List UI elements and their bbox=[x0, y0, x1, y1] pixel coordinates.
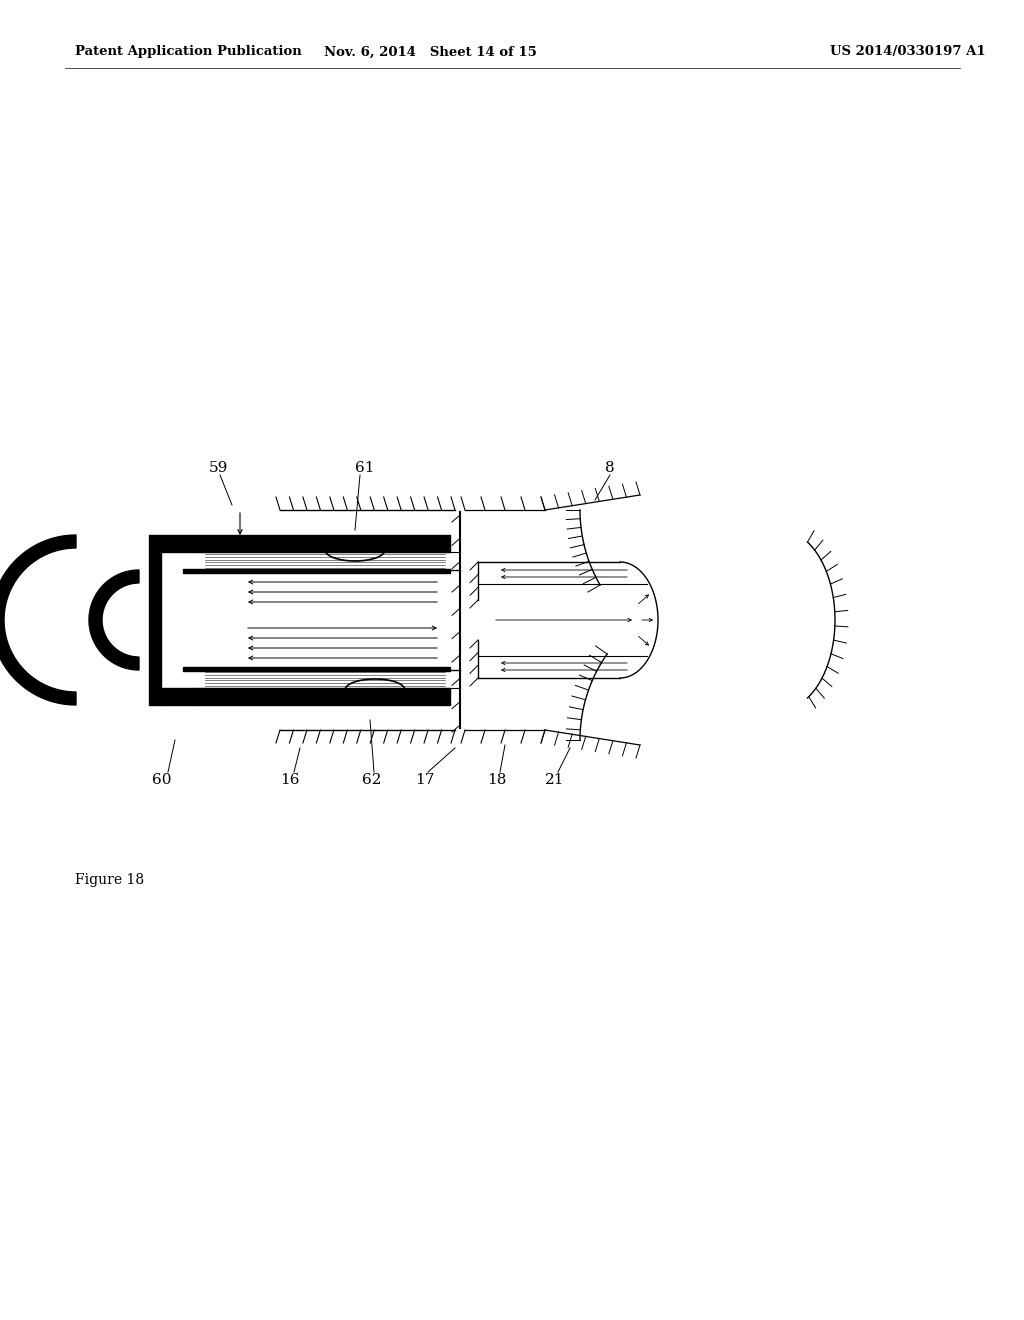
Text: Nov. 6, 2014   Sheet 14 of 15: Nov. 6, 2014 Sheet 14 of 15 bbox=[324, 45, 537, 58]
Text: 61: 61 bbox=[355, 461, 375, 475]
Text: Patent Application Publication: Patent Application Publication bbox=[75, 45, 302, 58]
Text: 18: 18 bbox=[487, 774, 507, 787]
Text: 62: 62 bbox=[362, 774, 382, 787]
Text: US 2014/0330197 A1: US 2014/0330197 A1 bbox=[830, 45, 986, 58]
Text: 60: 60 bbox=[153, 774, 172, 787]
Text: 17: 17 bbox=[416, 774, 434, 787]
Polygon shape bbox=[0, 535, 76, 705]
Text: Figure 18: Figure 18 bbox=[75, 873, 144, 887]
Polygon shape bbox=[89, 570, 139, 671]
Text: 16: 16 bbox=[281, 774, 300, 787]
Text: 8: 8 bbox=[605, 461, 614, 475]
Text: 21: 21 bbox=[545, 774, 565, 787]
Text: 59: 59 bbox=[208, 461, 227, 475]
